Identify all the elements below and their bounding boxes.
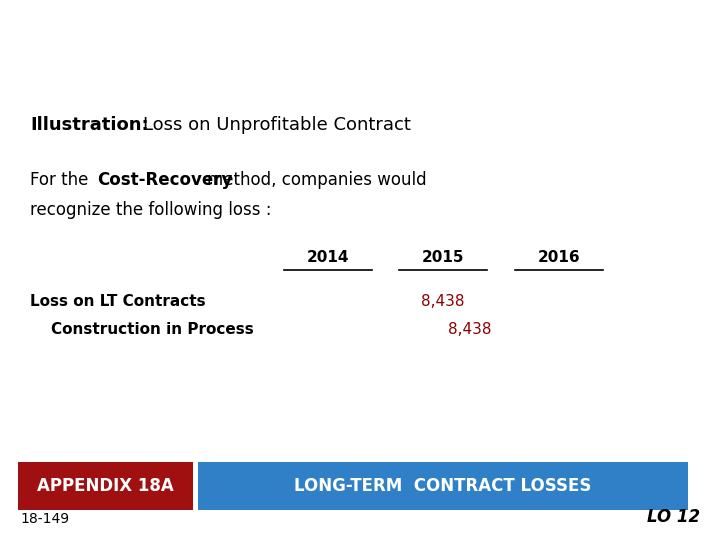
Text: 18-149: 18-149 [20,512,69,526]
Text: 2014: 2014 [307,251,349,266]
Text: 2015: 2015 [422,251,464,266]
Text: method, companies would: method, companies would [207,171,427,189]
Text: APPENDIX 18A: APPENDIX 18A [37,477,174,495]
FancyBboxPatch shape [198,462,688,510]
Text: Illustration:: Illustration: [30,116,148,134]
Text: LO 12: LO 12 [647,508,700,526]
Text: For the: For the [30,171,94,189]
Text: Loss on Unprofitable Contract: Loss on Unprofitable Contract [143,116,411,134]
Text: recognize the following loss :: recognize the following loss : [30,201,271,219]
Text: 8,438: 8,438 [421,294,464,309]
Text: 2016: 2016 [538,251,580,266]
Text: Loss on LT Contracts: Loss on LT Contracts [30,294,206,309]
Text: 8,438: 8,438 [448,322,492,338]
FancyBboxPatch shape [18,462,193,510]
Text: Cost-Recovery: Cost-Recovery [97,171,233,189]
Text: LONG-TERM  CONTRACT LOSSES: LONG-TERM CONTRACT LOSSES [294,477,592,495]
Text: Construction in Process: Construction in Process [30,322,253,338]
